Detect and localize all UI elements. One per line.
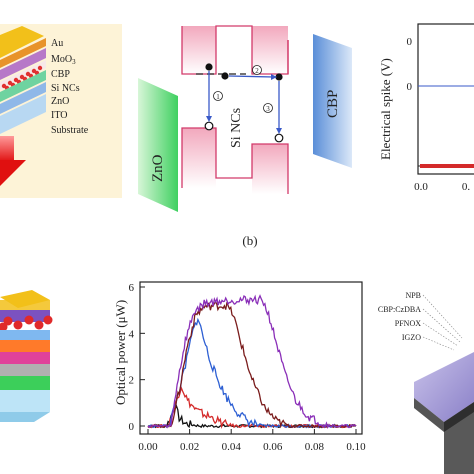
electron-middle xyxy=(221,72,229,80)
layer-label-moo3: MoO3 xyxy=(51,54,76,66)
layer-label-si-ncs: Si NCs xyxy=(51,83,80,94)
layer-label-cbp-czdba: CBP:CzDBA xyxy=(378,305,421,314)
stack-d-gray xyxy=(0,364,50,376)
device-base xyxy=(444,402,474,474)
ito-layer xyxy=(0,82,46,114)
stack-d-substrate xyxy=(0,390,50,412)
hole-left xyxy=(204,121,214,131)
cbp-layer xyxy=(0,48,46,80)
electron-right xyxy=(275,73,283,81)
layer-label-pfnox: PFNOX xyxy=(395,319,421,328)
stack-d-purple xyxy=(0,310,50,322)
stack-d-lightblue xyxy=(0,330,50,340)
panel-c-plot-frame xyxy=(417,23,474,175)
layer-label-ito: ITO xyxy=(51,110,67,121)
x-tick-label: 0.04 xyxy=(222,441,242,453)
step-marker-1 xyxy=(213,91,223,101)
panel-c-ylabel: Electrical spike (V) xyxy=(378,58,393,160)
svg-text:3: 3 xyxy=(266,105,270,113)
step-marker-2 xyxy=(252,65,262,75)
chart-ticks: 0.00 0.02 0.04 0.06 0.08 0.10 0 2 4 6 xyxy=(129,282,367,453)
stack-d-green xyxy=(0,376,50,390)
panel-e-device-model: NPB CBP:CzDBA PFNOX IGZO xyxy=(378,291,474,474)
valence-barrier-left xyxy=(182,128,216,188)
transition-arrow-2 xyxy=(228,75,275,78)
layer-label-cbp: CBP xyxy=(51,69,70,80)
valence-band-edge xyxy=(181,127,289,194)
panel-c-tick-x-1: 0. xyxy=(462,181,471,193)
panel-d-colored-stack xyxy=(0,290,53,422)
panel-c-tick-y-mid: 0 xyxy=(407,81,413,93)
substrate-layer xyxy=(0,94,46,134)
panel-c-electrical-spike: Electrical spike (V) 0 0 0.0 0. xyxy=(378,23,474,193)
layer-label-npb: NPB xyxy=(405,291,421,300)
x-tick-label: 0.08 xyxy=(305,441,325,453)
y-tick-label: 6 xyxy=(129,282,135,294)
panel-b-caption: (b) xyxy=(242,233,257,248)
layer-label-igzo: IGZO xyxy=(402,333,421,342)
x-tick-label: 0.06 xyxy=(263,441,283,453)
x-tick-label: 0.00 xyxy=(138,441,158,453)
y-tick-label: 0 xyxy=(129,421,135,433)
panel-c-spike-trace xyxy=(420,164,474,168)
panel-c-tick-x-0: 0.0 xyxy=(414,181,428,193)
stack-d-particles xyxy=(0,315,53,332)
hole-right xyxy=(274,133,284,143)
si-ncs-label: Si NCs xyxy=(229,108,244,148)
y-tick-label: 2 xyxy=(129,375,135,387)
x-tick-label: 0.02 xyxy=(180,441,199,453)
au-layer xyxy=(0,26,44,58)
optical-power-chart: Optical power (μW) 0.00 0.02 0.04 0.06 0.08 0… xyxy=(113,281,367,453)
moo3-layer xyxy=(0,38,46,68)
layer-label-substrate: Substrate xyxy=(51,125,89,136)
stack-d-magenta xyxy=(0,352,50,364)
valence-barrier-right xyxy=(252,144,288,194)
cbp-band-block xyxy=(313,34,352,168)
optical-power-series-5 xyxy=(147,294,357,429)
layer-label-au: Au xyxy=(51,38,63,49)
step-marker-3 xyxy=(263,103,273,113)
panel-b-energy-diagram: ZnO 1 2 3 Si NCs xyxy=(138,25,352,248)
panel-a-device-stack: Au MoO3 CBP Si NCs ZnO ITO Substrate xyxy=(0,24,122,198)
y-tick-label: 4 xyxy=(129,328,135,340)
cbp-band-label: CBP xyxy=(325,90,341,118)
chart-ylabel: Optical power (μW) xyxy=(113,300,128,405)
panel-c-tick-y-top: 0 xyxy=(407,36,413,48)
optical-power-series-4 xyxy=(147,301,357,429)
emission-arrow-head xyxy=(0,160,26,186)
svg-text:1: 1 xyxy=(216,93,220,101)
emission-arrow-shaft xyxy=(0,136,14,162)
zno-band-label: ZnO xyxy=(150,154,166,182)
stack-d-orange xyxy=(0,340,50,352)
conduction-band-edge xyxy=(181,25,289,75)
svg-text:2: 2 xyxy=(255,67,259,75)
electron-left xyxy=(205,63,213,71)
zno-layer xyxy=(0,70,46,102)
device-slab xyxy=(414,352,474,422)
x-tick-label: 0.10 xyxy=(346,441,366,453)
layer-label-zno: ZnO xyxy=(51,96,69,107)
chart-plot-frame xyxy=(139,281,363,435)
zno-band-block xyxy=(138,78,178,212)
chart-series xyxy=(147,294,357,430)
